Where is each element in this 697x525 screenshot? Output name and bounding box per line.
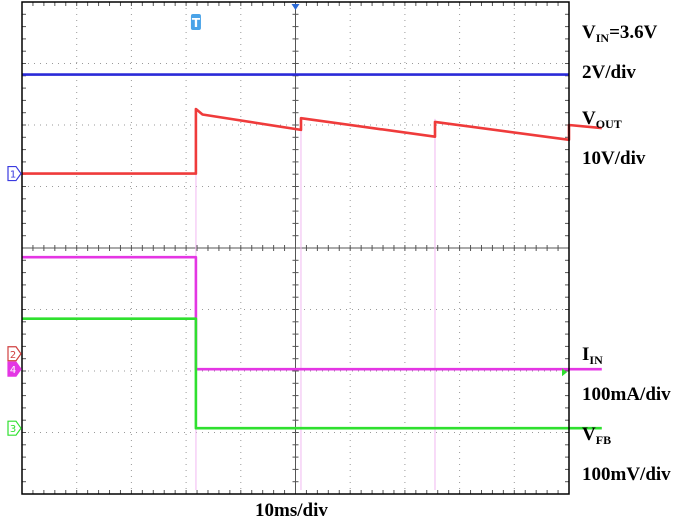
channel-marker-text: 2 <box>10 350 16 361</box>
channel-marker-text: 1 <box>10 170 16 181</box>
channel-marker-3: 3 <box>7 420 22 436</box>
vfb-label: VFB <box>582 424 612 447</box>
channel-marker-shape <box>7 361 22 377</box>
channel-marker-1: 1 <box>7 165 22 182</box>
channel-marker-2: 2 <box>7 346 22 362</box>
vout-label: VOUT <box>582 108 622 131</box>
iin-scale-label: 100mA/div <box>582 384 671 405</box>
vfb-scale-label: 100mV/div <box>582 464 671 485</box>
channel-marker-text: 4 <box>10 365 16 376</box>
vin-label: VIN=3.6V <box>582 22 658 45</box>
grid <box>21 1 570 495</box>
plot-frame <box>21 1 570 495</box>
trigger-marker <box>190 14 201 30</box>
channel-marker-4: 4 <box>7 361 22 377</box>
level-arrow <box>562 368 567 377</box>
cursor-marker <box>291 4 300 10</box>
channel-marker-shape <box>7 165 22 182</box>
trace-iin <box>22 255 602 371</box>
channel-marker-shape <box>7 346 22 362</box>
channel-marker-shape <box>7 420 22 436</box>
vout-scale-label: 10V/div <box>582 148 646 169</box>
trace-vfb <box>22 317 602 430</box>
channel-marker-text: 3 <box>10 424 16 435</box>
trigger-marker-label: T <box>192 16 201 30</box>
iin-label: IIN <box>582 344 603 367</box>
x-axis-label: 10ms/div <box>255 500 328 521</box>
channel-markers: T 1 2 4 3 <box>7 4 567 436</box>
vin-scale-label: 2V/div <box>582 62 636 83</box>
